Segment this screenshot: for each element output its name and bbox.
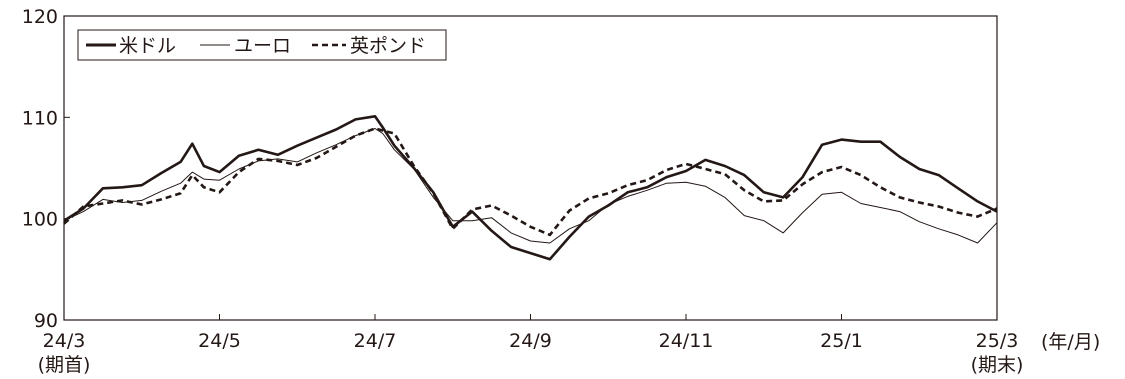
y-tick-label: 90 xyxy=(34,310,58,332)
x-tick-sublabel: (期末) xyxy=(971,354,1024,376)
legend: 米ドル ユーロ 英ポンド xyxy=(77,29,447,61)
x-tick-label: 25/1 xyxy=(820,330,863,352)
x-tick-sublabel: (期首) xyxy=(38,354,91,376)
series-line-0 xyxy=(63,115,998,261)
legend-label-gbp: 英ポンド xyxy=(350,35,426,57)
y-axis: 90 100 110 120 xyxy=(22,6,70,332)
y-tick-label: 110 xyxy=(22,107,58,129)
x-tick-label: 24/9 xyxy=(509,330,552,352)
x-tick-label: 24/7 xyxy=(354,330,397,352)
x-unit-label: (年/月) xyxy=(1041,331,1100,353)
legend-label-eur: ユーロ xyxy=(234,35,291,57)
series-line-1 xyxy=(63,128,998,244)
x-axis: 24/3(期首) 24/5 24/7 24/9 24/11 25/1 25/3(期末) xyxy=(38,314,1024,376)
y-tick-label: 100 xyxy=(22,209,58,231)
legend-label-usd: 米ドル xyxy=(119,35,176,57)
legend-box xyxy=(77,29,447,61)
series-group xyxy=(63,115,998,261)
plot-frame xyxy=(63,15,998,321)
x-tick-label: 25/3 xyxy=(976,330,1019,352)
x-tick-label: 24/11 xyxy=(659,330,714,352)
x-tick-label: 24/5 xyxy=(198,330,241,352)
y-tick-label: 120 xyxy=(22,6,58,28)
series-line-2 xyxy=(63,127,998,237)
x-tick-label: 24/3 xyxy=(43,330,86,352)
